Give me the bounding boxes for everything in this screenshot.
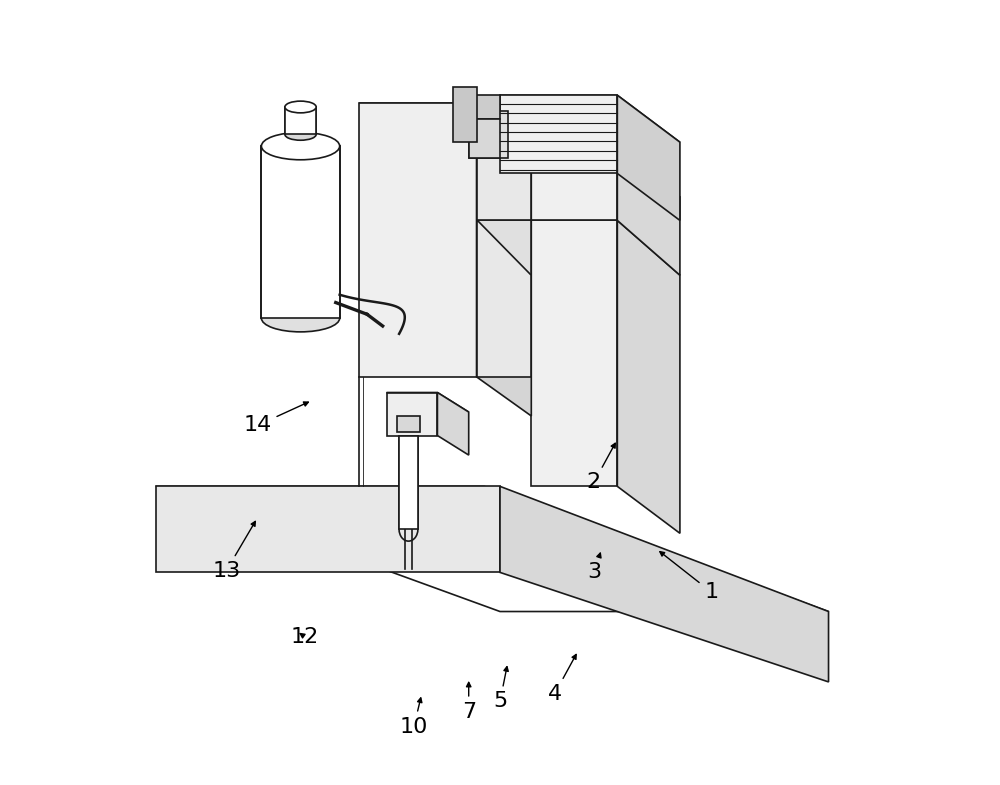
Polygon shape <box>469 119 500 158</box>
Polygon shape <box>399 436 418 529</box>
Polygon shape <box>261 146 340 318</box>
Text: 3: 3 <box>587 553 601 582</box>
Polygon shape <box>477 221 531 276</box>
Text: 1: 1 <box>660 552 718 602</box>
Polygon shape <box>477 142 531 221</box>
Polygon shape <box>477 221 531 377</box>
Polygon shape <box>500 487 829 682</box>
Polygon shape <box>437 392 469 455</box>
Polygon shape <box>387 392 437 436</box>
Polygon shape <box>359 103 477 377</box>
Text: 14: 14 <box>243 402 308 436</box>
Polygon shape <box>469 95 500 119</box>
Text: 4: 4 <box>548 655 576 703</box>
Polygon shape <box>500 95 680 142</box>
Polygon shape <box>397 416 420 432</box>
Ellipse shape <box>261 305 340 332</box>
Text: 2: 2 <box>587 444 615 492</box>
Text: 10: 10 <box>400 698 428 736</box>
Polygon shape <box>477 103 531 416</box>
Text: 12: 12 <box>290 626 319 647</box>
Polygon shape <box>531 142 617 221</box>
Polygon shape <box>469 111 508 158</box>
Text: 13: 13 <box>212 521 255 581</box>
Polygon shape <box>617 142 680 276</box>
Ellipse shape <box>285 101 316 113</box>
Text: 7: 7 <box>462 682 476 721</box>
Polygon shape <box>156 487 500 572</box>
Polygon shape <box>453 87 477 142</box>
Polygon shape <box>531 221 617 487</box>
Polygon shape <box>617 95 680 221</box>
Polygon shape <box>359 103 531 142</box>
Polygon shape <box>617 221 680 533</box>
Polygon shape <box>500 95 617 173</box>
Ellipse shape <box>285 129 316 141</box>
Text: 5: 5 <box>493 666 508 711</box>
Polygon shape <box>285 107 316 134</box>
Polygon shape <box>387 392 469 412</box>
Ellipse shape <box>261 133 340 160</box>
Polygon shape <box>531 142 680 197</box>
Polygon shape <box>531 221 680 276</box>
Polygon shape <box>156 487 829 612</box>
